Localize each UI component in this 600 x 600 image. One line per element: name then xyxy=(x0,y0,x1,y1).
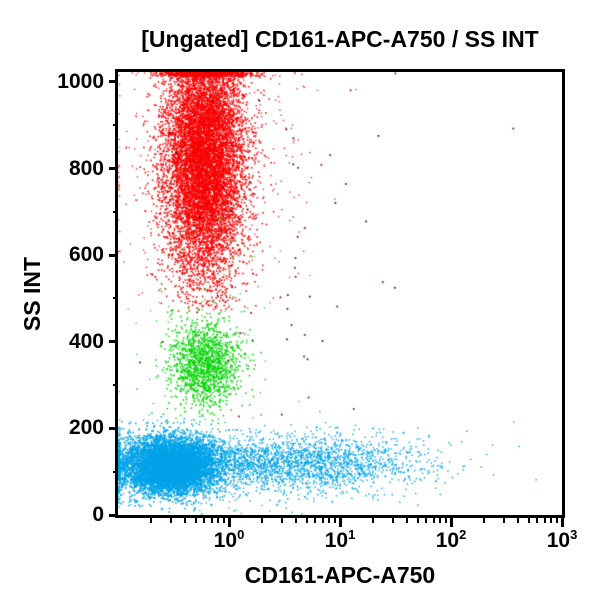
x-minor-tick xyxy=(391,518,394,523)
x-minor-tick xyxy=(444,518,447,523)
chart-title: [Ungated] CD161-APC-A750 / SS INT xyxy=(141,26,539,52)
x-tick-label: 101 xyxy=(324,527,356,552)
x-minor-tick xyxy=(425,518,428,523)
x-minor-tick xyxy=(439,518,442,523)
x-minor-tick xyxy=(527,518,530,523)
x-minor-tick xyxy=(328,518,331,523)
x-minor-tick xyxy=(536,518,539,523)
x-minor-tick xyxy=(305,518,308,523)
x-minor-tick xyxy=(150,518,153,523)
x-minor-tick xyxy=(183,518,186,523)
x-minor-tick xyxy=(194,518,197,523)
y-tick-label: 0 xyxy=(92,503,104,526)
x-minor-tick xyxy=(217,518,220,523)
x-major-tick xyxy=(560,518,564,527)
plot-frame xyxy=(115,69,565,518)
x-major-tick xyxy=(338,518,342,527)
y-axis-label: SS INT xyxy=(19,256,45,332)
x-minor-tick xyxy=(555,518,558,523)
x-minor-tick xyxy=(321,518,324,523)
x-minor-tick xyxy=(210,518,213,523)
scatter-points-canvas xyxy=(118,72,562,515)
x-minor-tick xyxy=(314,518,317,523)
x-minor-tick xyxy=(261,518,264,523)
x-minor-tick xyxy=(516,518,519,523)
y-tick-label: 800 xyxy=(68,156,104,180)
x-minor-tick xyxy=(432,518,435,523)
x-minor-tick xyxy=(483,518,486,523)
x-minor-tick xyxy=(294,518,297,523)
x-minor-tick xyxy=(416,518,419,523)
x-axis-label: CD161-APC-A750 xyxy=(244,562,436,588)
x-minor-tick xyxy=(333,518,336,523)
x-tick-label: 102 xyxy=(435,527,467,552)
x-major-tick xyxy=(449,518,453,527)
y-tick-label: 600 xyxy=(68,243,104,267)
x-major-tick xyxy=(227,518,231,527)
y-tick-label: 200 xyxy=(68,416,104,440)
y-tick-label: 400 xyxy=(68,329,104,353)
x-minor-tick xyxy=(169,518,172,523)
x-minor-tick xyxy=(280,518,283,523)
x-tick-label: 100 xyxy=(213,527,245,552)
x-minor-tick xyxy=(222,518,225,523)
x-minor-tick xyxy=(405,518,408,523)
x-minor-tick xyxy=(372,518,375,523)
x-minor-tick xyxy=(203,518,206,523)
x-tick-label: 103 xyxy=(546,527,578,552)
x-minor-tick xyxy=(502,518,505,523)
x-minor-tick xyxy=(543,518,546,523)
y-tick-label: 1000 xyxy=(57,69,104,93)
x-minor-tick xyxy=(550,518,553,523)
